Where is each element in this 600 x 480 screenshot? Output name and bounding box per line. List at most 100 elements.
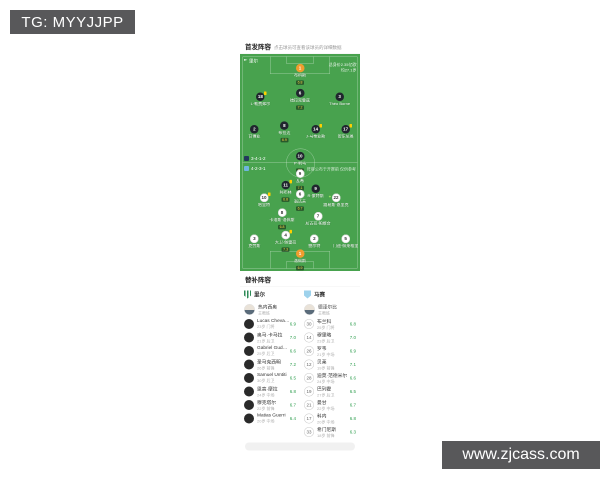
home-sub-row[interactable]: 奥马·卡马拉 21岁 后卫 7.0 [244, 331, 296, 345]
lineup-column: 首发阵容 点击球员可查看该球员的详细数据 里尔 总身价2.35亿欧 均27.1岁… [240, 38, 360, 456]
home-player-chip[interactable]: 6 德拉克鲁兹 7.2 [285, 88, 316, 110]
sub-player-name: Lucas Chevalier [257, 318, 290, 324]
sub-player-rating: 7.2 [289, 361, 296, 367]
home-player-chip[interactable]: 1 布科斯 6.8 [285, 63, 316, 85]
away-sub-row[interactable]: 19 巴列霍 27岁 后卫 6.5 [304, 385, 356, 399]
sub-player-rating: 6.6 [289, 348, 296, 354]
pitch: 里尔 总身价2.35亿欧 均27.1岁 3-4-1-2 4-2-3-1 阵容公布… [240, 54, 360, 271]
site-watermark: www.zjcass.com [442, 441, 600, 469]
player-name: J·马蒂亚斯 [305, 134, 326, 139]
squad-value-label: 总身价2.35亿欧 均27.1岁 [329, 62, 357, 73]
away-player-chip[interactable]: 10 哈里特 [249, 192, 280, 207]
sub-player-name: 曼甘 [317, 399, 327, 406]
away-player-chip[interactable]: 3 克劳斯 [240, 234, 270, 248]
sub-player-info: 20岁 中场 [257, 419, 275, 424]
away-player-chip[interactable]: 1 洛佩斯 6.9 [285, 249, 316, 271]
home-player-chip[interactable]: 17 安东尼奥 [330, 124, 360, 139]
home-player-chip[interactable]: 3 Théo Borne [324, 92, 355, 106]
away-team-badge-icon [304, 290, 311, 299]
away-player-chip[interactable]: 9 瓦希 7.1 [285, 169, 316, 191]
away-player-chip[interactable]: 8 卡洛斯·洛佩斯 6.8 [267, 208, 298, 230]
player-rating: 7.2 [296, 105, 304, 110]
player-number: 5 [341, 234, 350, 244]
away-player-chip[interactable]: 5 门迪·佩莱格里 [330, 234, 360, 248]
home-sub-row[interactable]: Lucas Chevalier 23岁 门将 6.9 [244, 317, 296, 331]
home-player-chip[interactable]: 18 L·勒费弗尔 [245, 91, 276, 107]
home-sub-row[interactable]: 圣马克西明 26岁 前锋 7.2 [244, 358, 296, 372]
home-coach-avatar [244, 304, 255, 315]
home-sub-row[interactable]: Samuel Umtiti 30岁 后卫 6.5 [244, 371, 296, 385]
player-number: 1 [295, 63, 305, 73]
player-name: 瓦希 [296, 178, 304, 183]
home-coach-role: 主教练 [258, 311, 270, 316]
yellow-card-icon [267, 192, 271, 196]
sub-player-name: 恩高·摩拉 [257, 386, 278, 392]
home-sub-row[interactable]: 恩高·摩拉 24岁 中场 6.8 [244, 385, 296, 399]
away-sub-row[interactable]: 30 布兰科 25岁 门将 6.8 [304, 317, 356, 331]
player-rating: 6.8 [278, 224, 286, 230]
player-number: 2 [250, 125, 259, 134]
player-name: L·勒费弗尔 [250, 102, 271, 107]
bench-columns: 里尔 热内西奥 主教练 Lucas Chevalier 23岁 门将 6.9 奥马·卡… [240, 287, 360, 439]
away-sub-row[interactable]: 12 贝莱 19岁 前锋 7.1 [304, 358, 356, 372]
player-number: 3 [250, 234, 259, 244]
home-team-name: 里尔 [254, 292, 265, 298]
home-sub-row[interactable]: 穆克塔尔 22岁 前锋 6.7 [244, 398, 296, 412]
away-sub-row[interactable]: 33 希门尼斯 18岁 前锋 6.3 [304, 425, 356, 439]
home-team-label: 里尔 [244, 58, 258, 65]
home-player-chip[interactable]: 2 甘博亚 [240, 125, 270, 139]
footer-bar[interactable] [245, 442, 355, 451]
sub-player-rating: 6.8 [349, 321, 356, 327]
sub-player-rating: 7.1 [349, 361, 356, 367]
sub-player-name: 穆里略 [317, 332, 332, 338]
away-coach-avatar [304, 304, 315, 315]
player-rating: 6.8 [281, 197, 290, 203]
home-formation-badge-icon [244, 155, 249, 161]
sub-player-rating: 6.4 [289, 415, 296, 421]
away-player-chip[interactable]: 22 + 路易斯·恩里克 [321, 193, 352, 207]
player-avatar: 33 [304, 426, 314, 437]
home-player-chip[interactable]: 14 J·马蒂亚斯 [300, 124, 331, 139]
player-number: 18 [256, 91, 267, 102]
away-sub-row[interactable]: 28 迪莫·范德米尔 24岁 中场 6.6 [304, 371, 356, 385]
home-sub-row[interactable]: Gabriel Gudmundsson25岁 后卫 6.6 [244, 344, 296, 358]
away-sub-row[interactable]: 26 罗韦 21岁 中场 6.9 [304, 344, 356, 358]
player-rating: 7.3 [281, 247, 290, 252]
player-rating: 6.8 [296, 80, 304, 85]
sub-player-rating: 6.9 [289, 321, 296, 327]
player-avatar [244, 345, 254, 356]
sub-player-name: 圣马克西明 [257, 359, 281, 365]
away-player-chip[interactable]: 2 鲍尔特 [299, 234, 330, 248]
away-coach-row[interactable]: 德泽尔比 主教练 [304, 302, 356, 317]
player-number: 10 [295, 151, 305, 161]
home-coach-row[interactable]: 热内西奥 主教练 [244, 302, 296, 317]
yellow-card-icon [349, 124, 352, 128]
lineup-header: 首发阵容 点击球员可查看该球员的详细数据 [240, 38, 360, 54]
player-name: 德拉克鲁兹 [290, 98, 310, 103]
away-team-row[interactable]: 马赛 [304, 287, 356, 302]
away-formation-row: 4-2-3-1 [244, 165, 266, 171]
yellow-card-icon [289, 180, 292, 184]
sub-player-name: 贝莱 [317, 359, 327, 365]
home-player-chip[interactable]: 9 R·蒙特斯 [300, 184, 331, 198]
player-avatar: 28 [304, 372, 314, 383]
player-number: 1 [295, 249, 305, 258]
sub-player-rating: 6.8 [289, 388, 296, 394]
player-name: 洛佩斯 [294, 258, 306, 263]
sub-player-info: 24岁 中场 [257, 392, 275, 398]
home-team-row[interactable]: 里尔 [244, 287, 296, 302]
home-player-chip[interactable]: 8 布拉达 6.9 [269, 121, 300, 143]
lineup-subtitle: 点击球员可查看该球员的详细数据 [274, 45, 342, 50]
player-avatar [244, 372, 254, 383]
lineup-title: 首发阵容 [245, 43, 272, 51]
away-sub-row[interactable]: 14 穆里略 23岁 后卫 7.0 [304, 331, 356, 345]
home-player-chip[interactable]: 11 阿布林 6.8 [270, 180, 301, 203]
home-sub-row[interactable]: Matias Guerri 20岁 中场 6.4 [244, 412, 296, 426]
away-player-chip[interactable]: 6 翁达夫 6.7 [285, 189, 316, 211]
away-sub-row[interactable]: 17 科内 20岁 中场 6.8 [304, 412, 356, 426]
away-sub-row[interactable]: 21 曼甘 22岁 中场 6.7 [304, 398, 356, 412]
away-player-chip[interactable]: 4 大卫·佩雷拉 7.3 [270, 229, 301, 252]
squad-value-line1: 总身价2.35亿欧 [328, 62, 357, 68]
away-player-chip[interactable]: 7 尼古拉·帕维奇 [303, 211, 334, 225]
sub-player-info: 25岁 门将 [317, 325, 335, 330]
